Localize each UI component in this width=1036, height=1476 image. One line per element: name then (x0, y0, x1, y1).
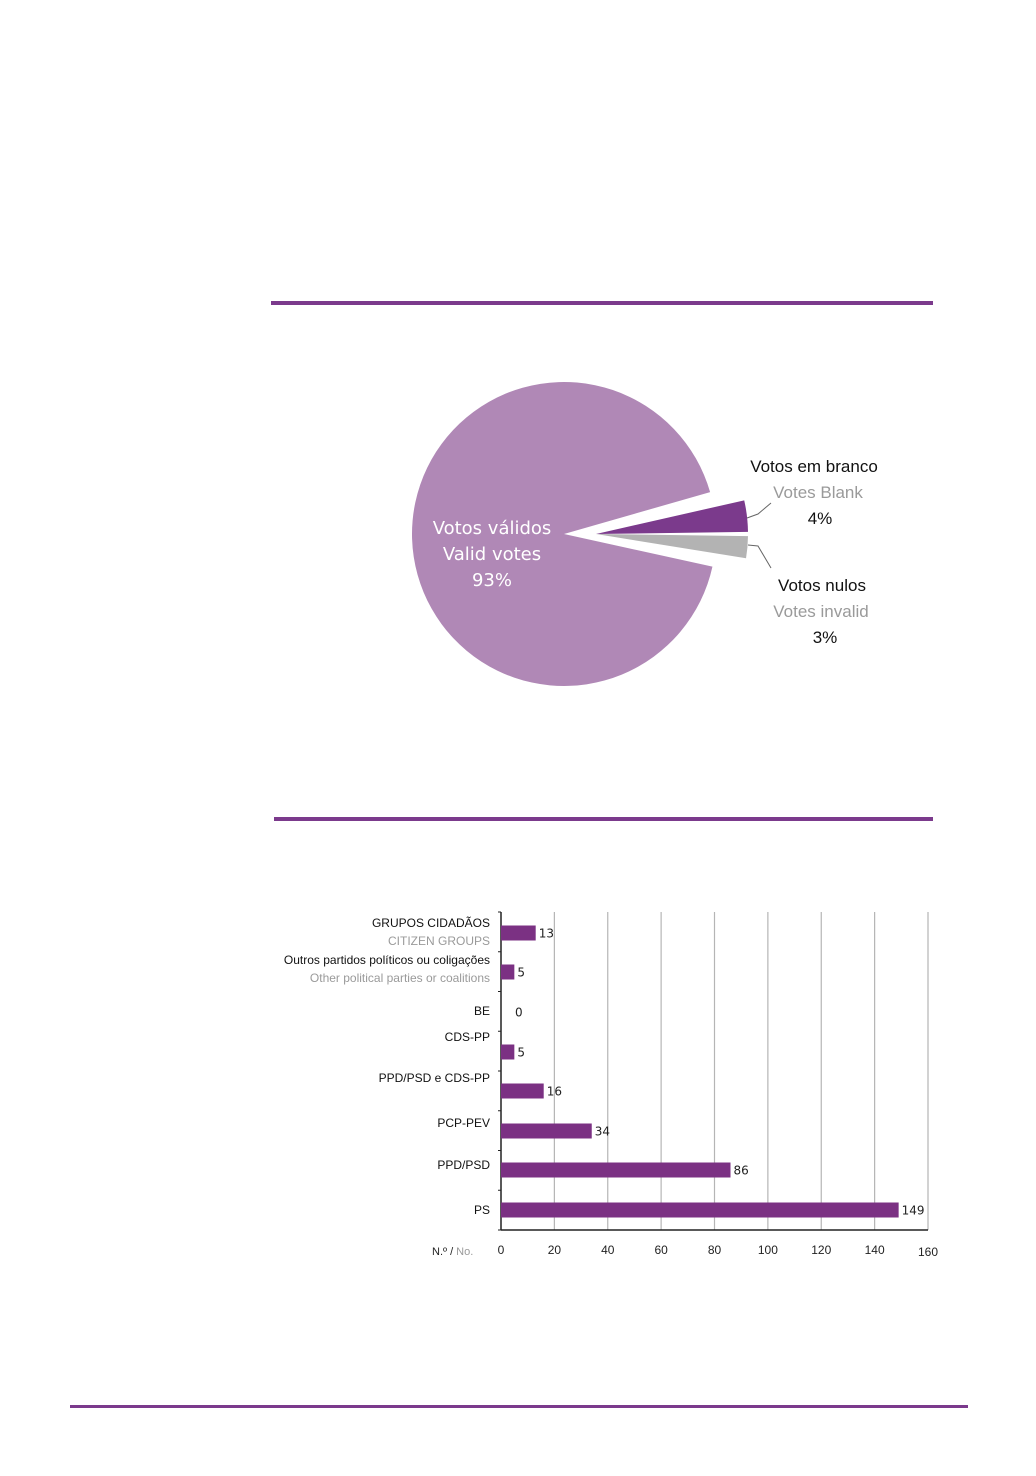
top-section-divider (271, 301, 933, 305)
pie-slice-valid-votes (411, 381, 713, 686)
bar-x-axis-title-en: No. (456, 1246, 473, 1258)
x-tick-label-100: 100 (758, 1243, 778, 1257)
pie-slice-blank-votes (596, 500, 748, 534)
pie-value-invalid: 3% (813, 628, 838, 647)
x-tick-label-60: 60 (654, 1243, 668, 1257)
x-tick-label-80: 80 (708, 1243, 722, 1257)
bar-category-label-7: PS (474, 1203, 490, 1217)
pie-label-blank-pt: Votos em branco (750, 457, 878, 476)
bar-value-labels: 13 5 0 5 16 34 86 149 (515, 927, 925, 1218)
pie-label-valid-pt: Votos válidos (433, 518, 552, 539)
x-tick-label-0: 0 (498, 1243, 505, 1257)
bar-value-label-0: 13 (539, 927, 554, 941)
bar-6 (501, 1162, 731, 1178)
bar-value-label-2: 0 (515, 1006, 523, 1020)
x-tick-label-40: 40 (601, 1243, 615, 1257)
bar-category-label-0: GRUPOS CIDADÃOS (372, 916, 490, 930)
bar-value-label-1: 5 (517, 966, 525, 980)
bar-x-axis-title: N.º / No. (432, 1246, 473, 1258)
bar-1 (501, 964, 515, 980)
bar-value-label-7: 149 (902, 1204, 925, 1218)
pie-label-invalid-en: Votes invalid (773, 602, 868, 621)
bar-category-label-en-0: CITIZEN GROUPS (388, 934, 490, 948)
bar-category-label-3: CDS-PP (445, 1030, 490, 1044)
pie-label-valid-en: Valid votes (443, 544, 541, 565)
bar-category-label-1: Outros partidos políticos ou coligações (284, 953, 490, 967)
bar-5 (501, 1123, 592, 1139)
x-tick-label-160: 160 (918, 1245, 938, 1259)
x-tick-label-20: 20 (548, 1243, 562, 1257)
leader-line-blank (746, 502, 772, 519)
footer-divider (70, 1405, 968, 1408)
bar-0 (501, 925, 536, 941)
bar-x-tick-labels: 0 20 40 60 80 100 120 140 160 (498, 1243, 939, 1259)
bar-bars (501, 925, 899, 1218)
bar-category-label-en-1: Other political parties or coalitions (310, 971, 490, 985)
bar-value-label-6: 86 (734, 1164, 749, 1178)
x-tick-label-140: 140 (865, 1243, 885, 1257)
bar-x-axis-title-pt: N.º / (432, 1246, 454, 1258)
x-tick-label-120: 120 (811, 1243, 831, 1257)
bar-4 (501, 1083, 544, 1099)
bar-value-label-4: 16 (547, 1085, 562, 1099)
bar-7 (501, 1202, 899, 1218)
pie-label-invalid-pt: Votos nulos (778, 576, 866, 595)
leader-line-invalid (747, 544, 772, 569)
bar-gridlines (553, 912, 929, 1230)
bar-category-label-4: PPD/PSD e CDS-PP (379, 1071, 490, 1085)
bar-category-label-6: PPD/PSD (437, 1158, 490, 1172)
pie-slice-invalid-votes (596, 534, 748, 559)
bar-chart: 13 5 0 5 16 34 86 149 GRUPOS CIDADÃOS CITIZEN GR… (284, 911, 939, 1259)
middle-section-divider (274, 817, 933, 821)
bar-category-label-2: BE (474, 1004, 490, 1018)
pie-value-valid: 93% (472, 570, 512, 591)
pie-chart: Votos válidos Valid votes 93% Votos em b… (411, 381, 878, 686)
bar-category-labels: GRUPOS CIDADÃOS CITIZEN GROUPS Outros part… (284, 916, 490, 1217)
bar-category-label-5: PCP-PEV (437, 1116, 490, 1130)
pie-label-blank-en: Votes Blank (773, 483, 863, 502)
bar-3 (501, 1044, 515, 1060)
bar-y-ticks (498, 911, 501, 1231)
pie-value-blank: 4% (808, 509, 833, 528)
bar-value-label-5: 34 (595, 1125, 610, 1139)
bar-value-label-3: 5 (517, 1046, 525, 1060)
